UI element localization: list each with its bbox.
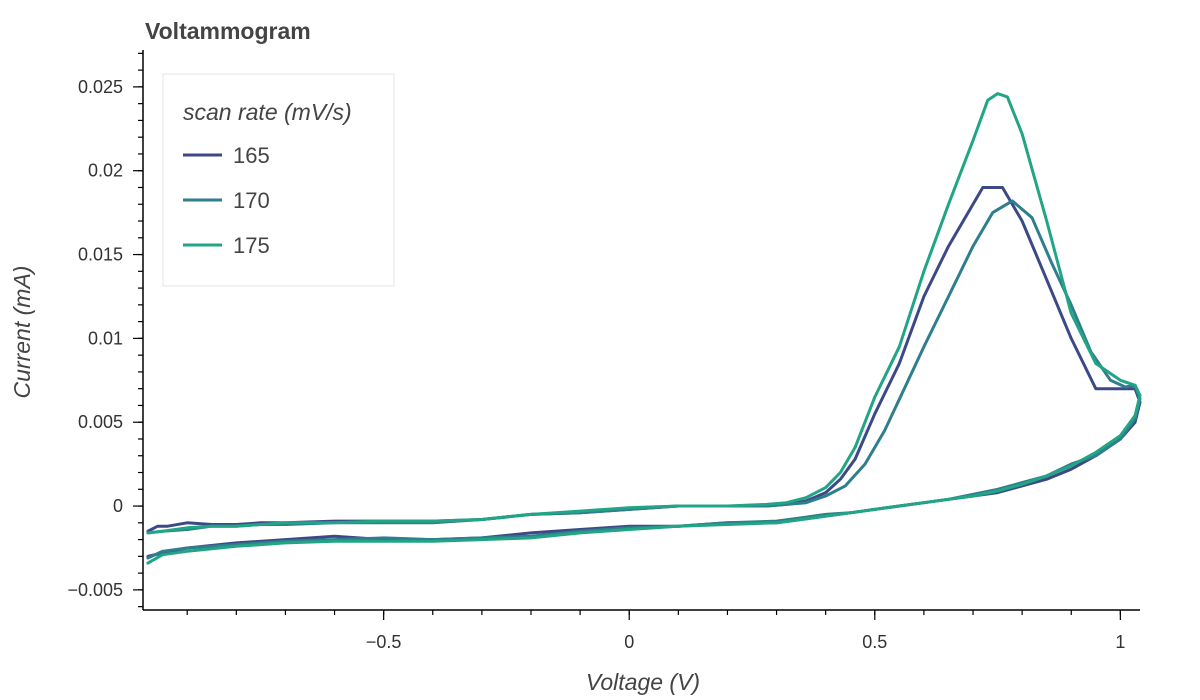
legend-box bbox=[162, 73, 395, 287]
y-tick-label: 0.01 bbox=[88, 328, 123, 348]
y-tick-label: −0.005 bbox=[67, 580, 123, 600]
series-line-175 bbox=[146, 92, 1142, 565]
x-tick-label: 0 bbox=[624, 632, 634, 652]
plot-area bbox=[142, 50, 1140, 611]
x-tick-label: 0.5 bbox=[862, 632, 887, 652]
legend-label-170: 170 bbox=[233, 188, 270, 213]
x-tick-label: −0.5 bbox=[366, 632, 402, 652]
legend-items: 165 170 175 bbox=[183, 143, 270, 258]
legend-title: scan rate (mV/s) bbox=[183, 99, 352, 125]
y-axis-label: Current (mA) bbox=[9, 266, 35, 399]
y-tick-label: 0.005 bbox=[78, 412, 123, 432]
series-layer bbox=[146, 92, 1142, 565]
y-tick-label: 0.015 bbox=[78, 245, 123, 265]
tick-layer: −0.5 0 0.5 1 −0.005 0 0.005 0.01 0.015 0.02 0.025 bbox=[67, 52, 1125, 652]
legend: scan rate (mV/s) 165 170 175 bbox=[162, 73, 395, 287]
y-tick-label: 0.025 bbox=[78, 77, 123, 97]
x-tick-label: 1 bbox=[1115, 632, 1125, 652]
y-tick-label: 0 bbox=[113, 496, 123, 516]
y-tick-label: 0.02 bbox=[88, 161, 123, 181]
legend-label-175: 175 bbox=[233, 233, 270, 258]
x-axis-label: Voltage (V) bbox=[586, 669, 700, 695]
legend-label-165: 165 bbox=[233, 143, 270, 168]
chart-title: Voltammogram bbox=[145, 18, 311, 44]
